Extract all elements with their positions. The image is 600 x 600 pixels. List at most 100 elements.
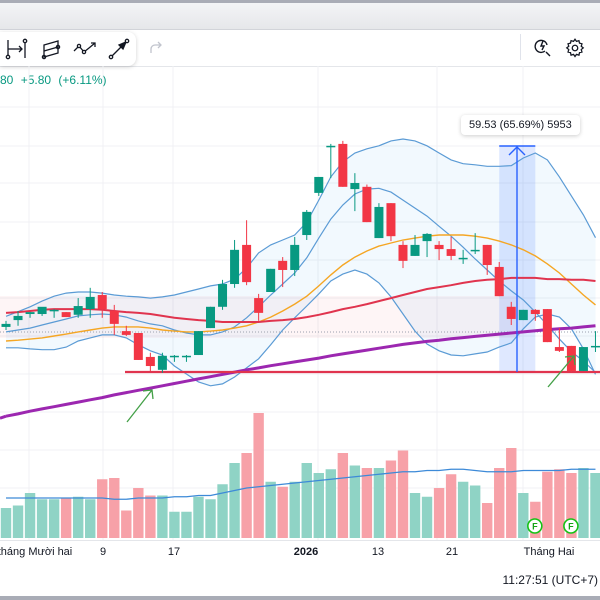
ma-long-line: [5, 324, 596, 418]
candle-body: [374, 206, 384, 239]
parallel-channel-tool[interactable]: [34, 34, 68, 64]
candle-body: [506, 306, 516, 319]
candle-body: [97, 295, 107, 310]
candle-body: [578, 347, 588, 371]
measure-arrow-head: [508, 146, 526, 156]
volume-bar: [445, 474, 457, 538]
candle-body: [230, 249, 240, 285]
candle-body: [193, 331, 203, 356]
volume-bar: [0, 508, 12, 538]
volume-bar: [133, 488, 144, 538]
volume-bar: [506, 448, 517, 538]
candle-body: [61, 312, 71, 318]
candle-body: [145, 356, 155, 367]
volume-bar: [169, 511, 180, 538]
candle-body: [206, 306, 216, 329]
time-axis-label: 9: [99, 546, 107, 558]
candle-body: [410, 244, 420, 256]
time-axis-label: 17: [167, 546, 181, 558]
candle-body: [266, 268, 276, 292]
candle-body: [470, 249, 480, 252]
redo-icon: [150, 41, 162, 53]
candle-body: [49, 309, 59, 312]
measure-tooltip: 59.53 (65.69%) 5953: [461, 115, 580, 135]
volume-bar: [542, 471, 553, 538]
volume-bar: [48, 499, 60, 538]
volume-bar: [469, 485, 481, 538]
volume-bar: [277, 486, 288, 538]
volume-bar: [361, 468, 373, 538]
volume-bar: [554, 469, 565, 538]
candle-body: [218, 284, 228, 307]
date-range-icon: [5, 38, 28, 60]
candle-body: [278, 260, 288, 270]
candle-body: [157, 355, 167, 370]
candle-body: [25, 312, 35, 315]
arrow-line-tool[interactable]: [102, 34, 136, 64]
financial-event-marker-label: F: [568, 522, 574, 532]
volume-bar: [24, 493, 36, 538]
candle-body: [518, 309, 528, 321]
path-icon: [73, 42, 96, 55]
candle-body: [121, 331, 131, 335]
volume-bar: [60, 498, 72, 538]
annotation-arrow-line: [126, 389, 153, 423]
time-axis-label: 2026: [293, 546, 319, 558]
time-axis-label: 21: [445, 546, 459, 558]
volume-bar: [518, 493, 529, 538]
volume-bar: [265, 481, 276, 538]
volume-bar: [409, 493, 421, 538]
ma-long-line-extension: [0, 414, 7, 420]
candle-body: [458, 257, 468, 260]
volume-bar: [36, 499, 48, 538]
time-axis[interactable]: tháng Mười hai 9 17 2026 13 21 Tháng Hai: [0, 540, 600, 568]
price-change-value: +5.80: [20, 73, 52, 87]
volume-bar: [157, 495, 168, 538]
volume-bar: [337, 453, 349, 538]
drawing-toolbar: [0, 32, 136, 66]
volume-bar: [566, 473, 577, 538]
volume-bar: [217, 484, 228, 538]
toolbar-divider: [520, 34, 521, 60]
candle-body: [73, 306, 83, 315]
clock: 11:27:51 (UTC+7): [502, 573, 599, 587]
alert-button[interactable]: [530, 35, 556, 61]
candle-body: [434, 244, 444, 250]
browser-top-bar: [0, 0, 600, 30]
parallel-channel-icon: [41, 40, 61, 60]
chart-footer: 11:27:51 (UTC+7): [0, 567, 600, 596]
volume-bar: [121, 510, 132, 538]
candle-body: [302, 211, 312, 236]
annotation-arrow-head: [142, 389, 154, 400]
candle-body: [242, 244, 252, 283]
redo-button[interactable]: [146, 38, 166, 58]
financial-event-marker: [563, 518, 579, 534]
candle-body: [169, 355, 179, 358]
volume-bar: [301, 463, 312, 538]
candle-body: [254, 298, 264, 313]
candle-body: [133, 333, 143, 360]
volume-bar: [72, 496, 84, 538]
annotation-arrow-line: [547, 355, 575, 388]
candle-body: [13, 315, 23, 321]
gear-icon: [565, 38, 585, 58]
candle-body: [326, 145, 336, 148]
volume-bar: [229, 463, 240, 538]
volume-bar: [590, 473, 600, 538]
bollinger-lower-line: [6, 269, 597, 387]
settings-button[interactable]: [562, 35, 588, 61]
volume-bar: [397, 450, 409, 538]
candle-body: [314, 176, 324, 193]
candle-body: [530, 309, 540, 315]
candle-body: [482, 244, 492, 266]
time-axis-label: tháng Mười hai: [0, 546, 73, 558]
last-price-fragment: 80: [0, 73, 14, 87]
annotation-arrow-head: [564, 355, 576, 366]
volume-bar: [205, 499, 216, 538]
date-range-tool[interactable]: [0, 34, 34, 64]
path-tool[interactable]: [68, 34, 102, 64]
financial-event-marker-label: F: [532, 522, 538, 532]
volume-bar: [349, 465, 361, 538]
candle-body: [422, 233, 432, 242]
